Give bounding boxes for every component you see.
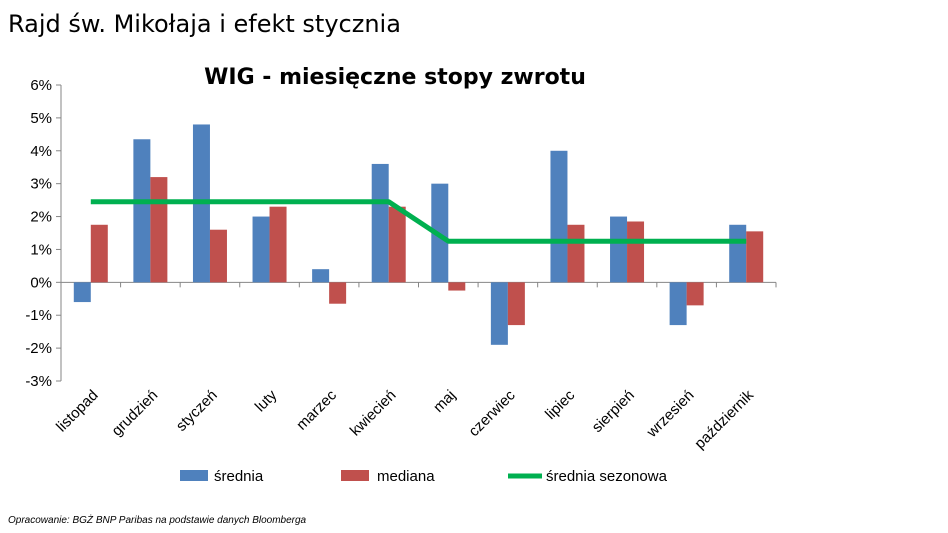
x-tick-label: lipiec (542, 386, 579, 423)
bar-srednia (371, 163, 389, 283)
legend-swatch (180, 470, 208, 481)
x-tick-label: grudzień (108, 387, 161, 440)
legend-label: średnia sezonowa (546, 468, 668, 485)
bar-mediana (507, 282, 525, 326)
y-tick-label: 0% (30, 274, 52, 291)
source-note: Opracowanie: BGŻ BNP Paribas na podstawi… (8, 515, 307, 526)
x-tick-label: październik (691, 386, 757, 452)
bar-srednia (133, 139, 151, 283)
legend-swatch (341, 470, 369, 481)
y-tick-label: 5% (30, 110, 52, 127)
x-tick-label: wrzesień (643, 387, 698, 442)
legend-label: mediana (377, 468, 435, 485)
bar-mediana (90, 224, 108, 283)
bars (73, 124, 764, 345)
bar-mediana (388, 206, 406, 283)
bar-srednia (73, 282, 91, 303)
x-tick-label: kwiecień (347, 387, 400, 440)
y-tick-label: 6% (30, 77, 52, 94)
bar-mediana (329, 282, 347, 304)
x-tick-label: luty (252, 386, 281, 415)
legend-label: średnia (214, 468, 264, 485)
x-tick-label: marzec (293, 386, 340, 433)
chart-title: WIG - miesięczne stopy zwrotu (204, 65, 586, 90)
x-tick-label: sierpień (589, 387, 638, 436)
bar-mediana (686, 282, 704, 306)
x-tick-label: czerwiec (465, 386, 519, 440)
bar-mediana (448, 282, 466, 291)
bar-srednia (252, 216, 270, 283)
y-tick-label: -1% (25, 307, 52, 324)
page-title: Rajd św. Mikołaja i efekt stycznia (8, 10, 401, 38)
bar-mediana (627, 221, 645, 283)
x-tick-label: styczeń (173, 387, 221, 435)
seasonal-average-line (90, 199, 747, 244)
y-tick-label: -2% (25, 340, 52, 357)
legend: średnia mediana średnia sezonowa (180, 468, 668, 485)
bar-mediana (150, 177, 168, 283)
bar-srednia (490, 282, 508, 345)
y-tick-label: 1% (30, 241, 52, 258)
y-tick-label: -3% (25, 373, 52, 390)
x-tick-label: maj (430, 387, 459, 416)
x-tick-label: listopad (53, 387, 102, 436)
bar-srednia (550, 150, 568, 283)
bar-srednia (729, 224, 747, 283)
bar-srednia (669, 282, 687, 326)
bar-mediana (746, 231, 764, 283)
bar-srednia (312, 269, 330, 283)
y-tick-label: 4% (30, 143, 52, 160)
bar-mediana (209, 229, 227, 283)
bar-srednia (610, 216, 628, 283)
bar-mediana (269, 206, 287, 283)
seasonal-line (90, 199, 747, 244)
y-tick-label: 3% (30, 176, 52, 193)
bar-mediana (567, 224, 585, 283)
y-tick-label: 2% (30, 209, 52, 226)
